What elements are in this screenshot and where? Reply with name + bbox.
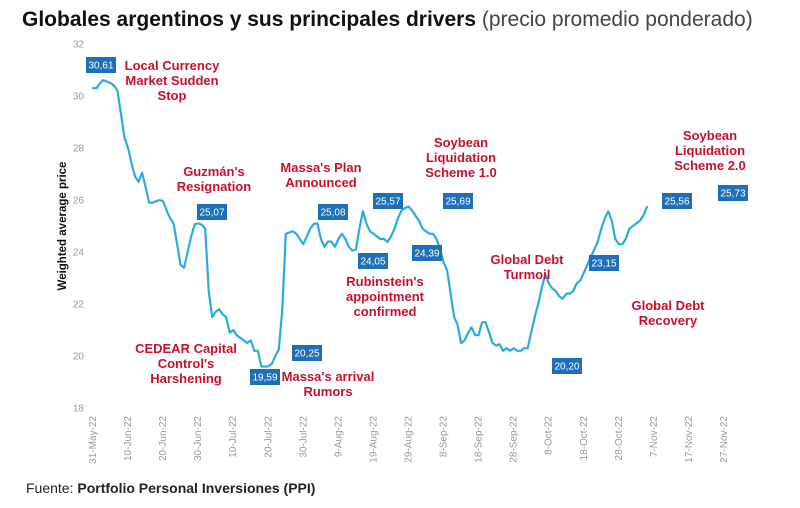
data-label-box — [552, 358, 582, 374]
y-tick-label: 20 — [73, 352, 85, 363]
data-label-box — [412, 245, 442, 261]
annotation-text: Scheme 2.0 — [674, 158, 746, 173]
data-label-box — [662, 193, 692, 209]
data-label-box — [589, 255, 619, 271]
x-tick-label: 28-Oct-22 — [614, 416, 625, 461]
x-tick-label: 17-Nov-22 — [684, 416, 695, 463]
data-label-box — [250, 369, 280, 385]
annotation-text: Control's — [158, 356, 215, 371]
x-tick-label: 8-Oct-22 — [544, 416, 555, 455]
data-label: 30,61 — [88, 61, 113, 72]
data-label: 20,25 — [294, 349, 319, 360]
y-tick-label: 26 — [73, 196, 85, 207]
source-value: Portfolio Personal Inversiones (PPI) — [77, 480, 316, 496]
annotation-text: Global Debt — [491, 252, 565, 267]
source-label: Fuente: — [26, 480, 74, 496]
annotation-text: Turmoil — [504, 267, 551, 282]
x-tick-label: 28-Sep-22 — [509, 416, 520, 463]
annotation-text: Liquidation — [675, 143, 745, 158]
annotation-text: Announced — [285, 175, 357, 190]
y-tick-label: 28 — [73, 144, 85, 155]
annotation-text: Soybean — [434, 135, 488, 150]
x-tick-label: 10-Jul-22 — [228, 416, 239, 458]
data-label: 25,73 — [720, 189, 745, 200]
y-tick-label: 24 — [73, 248, 85, 259]
annotation-text: Massa's arrival — [282, 369, 375, 384]
annotation-text: Guzmán's — [183, 164, 245, 179]
annotation-text: Local Currency — [125, 58, 220, 73]
y-tick-label: 32 — [73, 40, 85, 51]
x-tick-label: 19-Aug-22 — [368, 416, 379, 463]
data-label: 25,08 — [320, 208, 345, 219]
x-tick-label: 9-Aug-22 — [333, 416, 344, 458]
annotation-text: Liquidation — [426, 150, 496, 165]
data-label: 25,69 — [445, 197, 470, 208]
line-chart: 18 20 22 24 26 28 30 32 31-May-22 10-Jun-22 20-Jun… — [57, 40, 748, 464]
data-label: 25,56 — [664, 197, 689, 208]
x-tick-label: 10-Jun-22 — [123, 416, 134, 461]
y-tick-label: 18 — [73, 404, 85, 415]
annotation-text: confirmed — [354, 304, 417, 319]
x-tick-label: 20-Jul-22 — [263, 416, 274, 458]
data-label-box — [292, 345, 322, 361]
data-label: 20,20 — [554, 362, 579, 373]
annotation-text: Rubinstein's — [346, 274, 424, 289]
x-tick-label: 18-Sep-22 — [474, 416, 485, 463]
annotation-text: CEDEAR Capital — [135, 341, 237, 356]
annotation-text: Global Debt — [632, 298, 706, 313]
x-tick-label: 30-Jun-22 — [193, 416, 204, 461]
data-label-box — [358, 253, 388, 269]
data-label-box — [197, 204, 227, 220]
x-tick-label: 7-Nov-22 — [649, 416, 660, 458]
annotation-text: Soybean — [683, 128, 737, 143]
source-note: Fuente: Portfolio Personal Inversiones (… — [26, 480, 315, 496]
data-label: 23,15 — [591, 259, 616, 270]
annotation-text: Market Sudden — [125, 73, 218, 88]
x-tick-label: 29-Aug-22 — [404, 416, 415, 463]
x-tick-label: 27-Nov-22 — [719, 416, 730, 463]
data-label-box — [318, 204, 348, 220]
y-axis-label: Weighted average price — [57, 162, 69, 291]
annotation-text: Massa's Plan — [280, 160, 361, 175]
data-label: 24,39 — [414, 249, 439, 260]
series-line — [91, 78, 649, 368]
x-tick-label: 30-Jul-22 — [298, 416, 309, 458]
data-label: 24,05 — [360, 257, 385, 268]
x-tick-label: 20-Jun-22 — [158, 416, 169, 461]
x-tick-label: 31-May-22 — [88, 416, 99, 464]
y-tick-label: 22 — [73, 300, 85, 311]
chart-title: Globales argentinos y sus principales dr… — [22, 8, 753, 32]
data-label: 25,57 — [375, 197, 400, 208]
data-label: 25,07 — [199, 208, 224, 219]
annotation-text: Resignation — [177, 179, 251, 194]
annotation-text: Rumors — [303, 384, 352, 399]
annotation-text: Stop — [158, 88, 187, 103]
y-tick-label: 30 — [73, 92, 85, 103]
annotation-text: Scheme 1.0 — [425, 165, 497, 180]
data-label-box — [718, 185, 748, 201]
x-tick-label: 18-Oct-22 — [579, 416, 590, 461]
x-tick-label: 8-Sep-22 — [439, 416, 450, 458]
annotation-text: Recovery — [639, 313, 698, 328]
annotation-text: appointment — [346, 289, 425, 304]
data-label-box — [86, 57, 116, 73]
data-label-box — [443, 193, 473, 209]
data-label: 19,59 — [252, 373, 277, 384]
data-label-box — [373, 193, 403, 209]
chart-title-main: Globales argentinos y sus principales dr… — [22, 8, 477, 31]
chart-title-subtitle: (precio promedio ponderado) — [481, 8, 753, 31]
annotation-text: Harshening — [150, 371, 222, 386]
